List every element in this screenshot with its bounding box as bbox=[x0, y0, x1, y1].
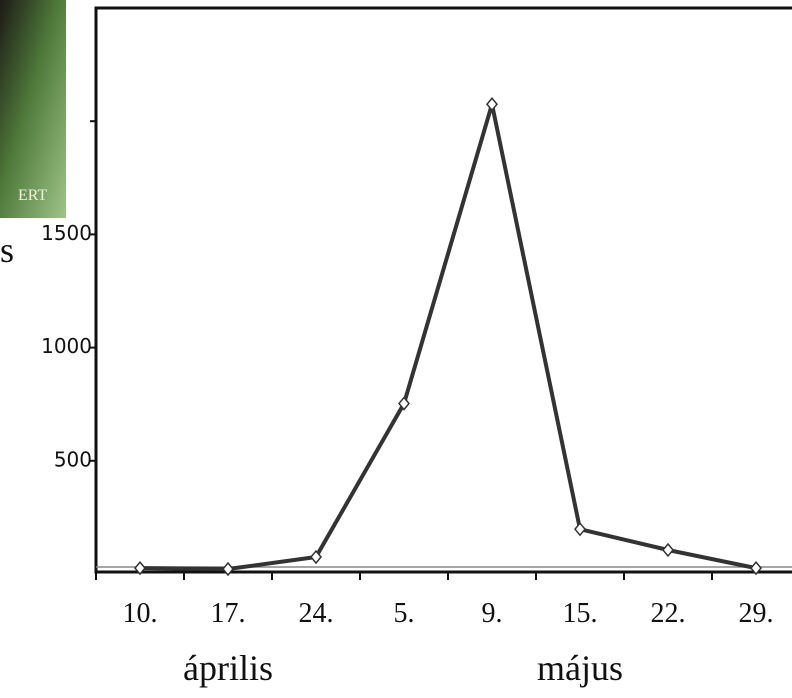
photo bbox=[0, 0, 66, 218]
x-tick-label: 29. bbox=[739, 598, 774, 629]
marker bbox=[662, 542, 674, 558]
x-tick-label: 22. bbox=[651, 598, 686, 629]
x-tick-label: 17. bbox=[211, 598, 246, 629]
x-tick-label: 9. bbox=[482, 598, 503, 629]
group-label: április bbox=[183, 648, 273, 688]
y-tick-label: 500 bbox=[54, 447, 92, 471]
x-tick-label: 24. bbox=[299, 598, 334, 629]
y-tick-label: 1000 bbox=[41, 334, 92, 358]
marker bbox=[750, 560, 762, 576]
x-tick-label: 5. bbox=[394, 598, 415, 629]
marker bbox=[310, 549, 322, 565]
line bbox=[139, 102, 757, 572]
marker bbox=[574, 522, 586, 537]
marker bbox=[486, 97, 498, 112]
photo-caption: ERT bbox=[18, 187, 47, 204]
y-axis-title: s bbox=[0, 230, 14, 270]
x-tick-label: 10. bbox=[123, 598, 158, 629]
marker bbox=[398, 396, 410, 411]
marker bbox=[134, 560, 146, 576]
group-label: május bbox=[537, 648, 623, 688]
x-tick-label: 15. bbox=[563, 598, 598, 629]
marker bbox=[222, 561, 234, 577]
y-tick-label: 1500 bbox=[41, 221, 92, 245]
plot-frame bbox=[94, 6, 792, 574]
